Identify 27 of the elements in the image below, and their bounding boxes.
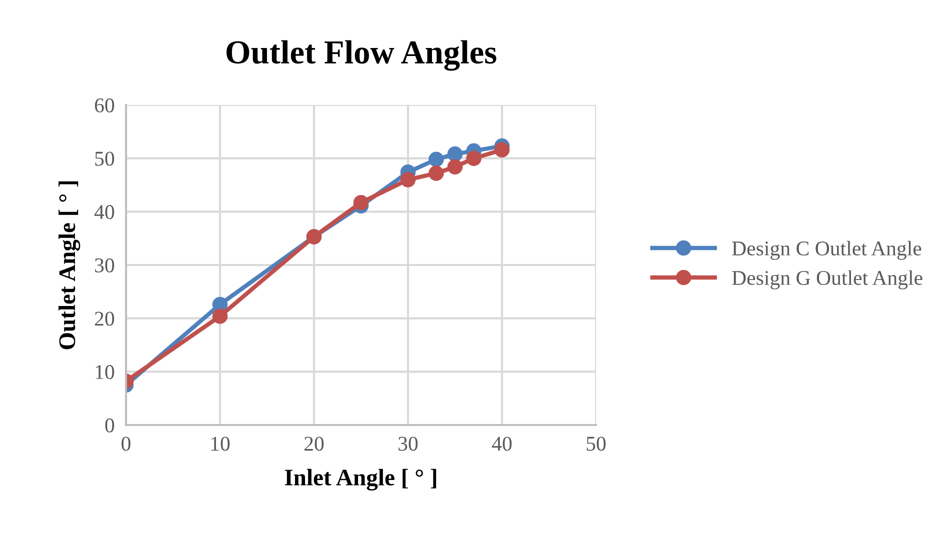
point	[212, 308, 228, 324]
y-axis-title: Outlet Angle [ ° ]	[58, 181, 80, 350]
x-tick-label: 50	[586, 436, 606, 451]
y-tick-label: 20	[94, 312, 114, 326]
point	[494, 142, 510, 158]
y-tick-label: 40	[94, 205, 114, 220]
point	[428, 152, 444, 168]
legend-label: Design C Outlet Angle	[732, 240, 922, 260]
y-tick-label: 10	[96, 365, 114, 380]
x-tick-label: 40	[492, 436, 512, 451]
x-tick-label: 0	[122, 436, 130, 451]
y-tick-label: 30	[95, 258, 114, 272]
x-tick-label: 30	[398, 436, 418, 451]
y-tick-label: 60	[94, 98, 114, 112]
point	[466, 150, 482, 166]
x-tick-label: 10	[211, 436, 230, 451]
legend-label: Design G Outlet Angle	[732, 270, 922, 290]
y-tick-label: 0	[105, 418, 114, 432]
chart-title: Outlet Flow Angles	[226, 40, 496, 71]
x-axis-title: Inlet Angle [ ° ]	[284, 468, 436, 490]
point	[353, 194, 369, 210]
point	[447, 159, 463, 175]
point	[400, 172, 416, 188]
point	[447, 146, 463, 162]
y-tick-label: 50	[95, 152, 114, 166]
point	[428, 166, 444, 181]
x-tick-label: 20	[304, 436, 324, 451]
